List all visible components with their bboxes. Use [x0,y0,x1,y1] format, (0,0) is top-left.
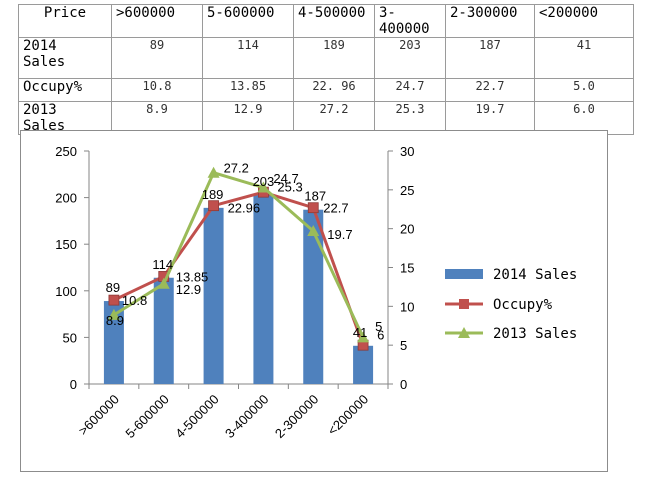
x-tick-label: >600000 [75,392,122,439]
table-cell: 22. 96 [293,78,375,102]
table-cell: 24.7 [374,78,446,102]
line-point-triangle [107,308,120,320]
legend-bar-swatch [445,269,483,279]
sales2013-data-label: 25.3 [277,180,302,195]
line-point-square [307,202,319,214]
bar [253,194,274,384]
table-cell: 187 [445,37,535,79]
bar-data-label: 114 [152,257,173,272]
table-header-cell: 2-300000 [445,4,535,38]
sales2013-data-label: 27.2 [224,161,249,176]
bar-data-label: 89 [106,280,120,295]
bar [153,277,174,384]
right-tick-label: 0 [400,377,407,392]
chart-frame: 0 50 100 150 200 250 0 5 10 15 20 25 30 >600000 5-6000… [20,130,608,472]
table-cell: 6.0 [534,101,634,135]
right-tick-label: 5 [400,338,407,353]
table-header-cell: >600000 [111,4,203,38]
table-header-cell: 4-500000 [293,4,375,38]
right-tick-label: 25 [400,183,414,198]
table-cell: 27.2 [293,101,375,135]
table-row-label: 2013 Sales [18,101,112,135]
occupy-data-label: 5 [375,319,382,334]
table-header-cell: 3-400000 [374,4,446,38]
occupy-data-label: 10.8 [122,293,147,308]
table-cell: 13.85 [202,78,294,102]
legend-label: 2013 Sales [493,326,577,342]
left-tick-label: 150 [55,237,77,252]
x-tick-label: 2-300000 [272,392,321,441]
table-header-cell: <200000 [534,4,634,38]
occupy-data-label: 22.96 [228,201,261,216]
x-tick-label: 3-400000 [222,392,271,441]
line-point-square [208,200,219,212]
sales2013-data-label: 19.7 [327,227,352,242]
bar-data-label: 187 [304,189,326,204]
line-point-triangle [257,181,270,193]
table-row: 2013 Sales 8.9 12.9 27.2 25.3 19.7 6.0 [18,101,634,135]
table-cell: 203 [374,37,446,79]
table-cell: 89 [111,37,203,79]
left-tick-label: 250 [55,144,77,159]
sales2013-data-label: 8.9 [106,313,124,328]
bar-data-label: 41 [353,325,367,340]
bar [103,301,124,384]
table-cell: 189 [293,37,375,79]
table-header-cell: Price [18,4,112,38]
bar-data-label: 203 [253,174,275,189]
table-header-row: Price >600000 5-600000 4-500000 3-400000… [18,4,634,38]
bar [353,345,374,384]
line-point-square [108,294,120,306]
data-table: Price >600000 5-600000 4-500000 3-400000… [18,4,634,135]
occupy-data-label: 13.85 [176,269,209,284]
combo-chart: 0 50 100 150 200 250 0 5 10 15 20 25 30 >600000 5-6000… [55,144,577,441]
bar [203,207,224,384]
table-cell: 22.7 [445,78,535,102]
table-header-cell: 5-600000 [202,4,294,38]
legend-label: Occupy% [493,297,553,313]
table-row: Occupy% 10.8 13.85 22. 96 24.7 22.7 5.0 [18,78,634,102]
x-tick-label: 4-500000 [172,392,221,441]
table-cell: 10.8 [111,78,203,102]
table-cell: 5.0 [534,78,634,102]
legend-square-marker [459,299,469,309]
bar [303,209,324,384]
table-cell: 12.9 [202,101,294,135]
line-point-triangle [357,331,370,343]
line-point-triangle [207,166,220,178]
line-point-triangle [307,224,320,236]
legend-triangle-marker [458,327,470,338]
right-tick-label: 15 [400,261,414,276]
line-point-triangle [157,277,170,289]
sales2013-data-label: 12.9 [176,282,201,297]
left-tick-label: 100 [55,284,77,299]
x-tick-label: <200000 [325,392,372,439]
table-cell: 8.9 [111,101,203,135]
series-line [113,190,365,346]
table-cell: 41 [534,37,634,79]
right-tick-label: 30 [400,144,414,159]
table-row: 2014 Sales 89 114 189 203 187 41 [18,37,634,79]
series-line [113,170,365,339]
occupy-data-label: 24.7 [273,171,298,186]
x-tick-label: 5-600000 [122,392,171,441]
right-tick-label: 10 [400,299,414,314]
bar-data-label: 189 [202,187,224,202]
sales2013-data-label: 6 [377,327,384,342]
table-row-label: Occupy% [18,78,112,102]
left-tick-label: 0 [70,377,77,392]
table-row-label: 2014 Sales [18,37,112,79]
occupy-data-label: 22.7 [323,201,348,216]
left-tick-label: 200 [55,191,77,206]
legend-label: 2014 Sales [493,267,577,283]
left-tick-label: 50 [63,330,77,345]
table-cell: 114 [202,37,294,79]
right-tick-label: 20 [400,222,414,237]
